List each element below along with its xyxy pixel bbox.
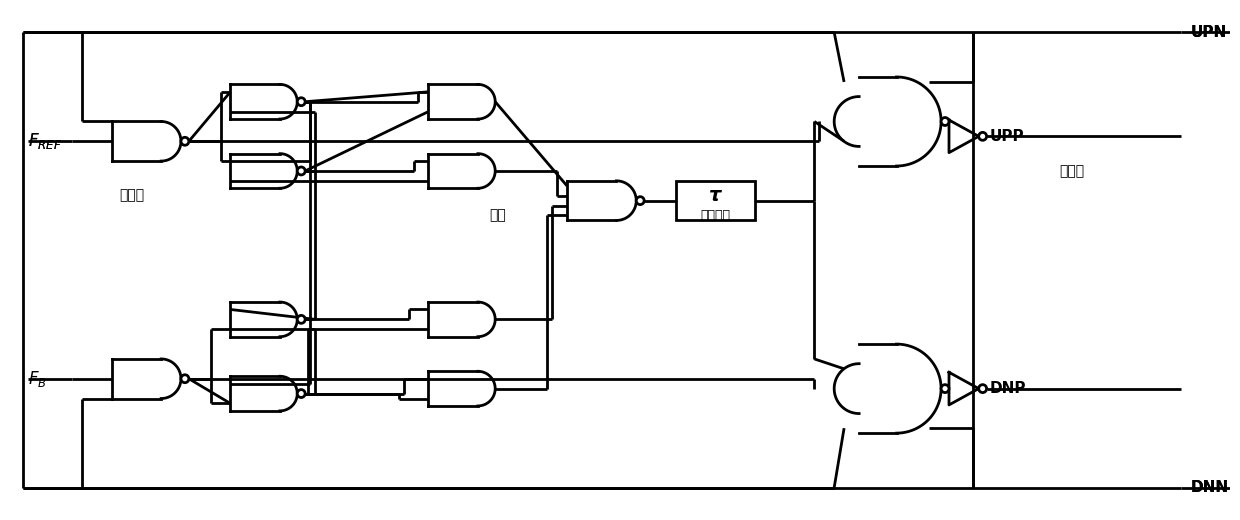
Text: UPN: UPN	[1190, 25, 1226, 40]
Circle shape	[298, 389, 305, 397]
Text: 与门: 与门	[490, 209, 506, 223]
Circle shape	[636, 197, 644, 204]
Text: UPP: UPP	[990, 129, 1024, 144]
Circle shape	[978, 133, 987, 140]
Circle shape	[978, 385, 987, 393]
Text: 延时单元: 延时单元	[701, 209, 730, 222]
Text: τ: τ	[709, 186, 722, 205]
Circle shape	[181, 137, 188, 145]
Text: DNP: DNP	[990, 381, 1025, 396]
Circle shape	[298, 316, 305, 323]
FancyBboxPatch shape	[676, 181, 755, 220]
Text: $F_{REF}$: $F_{REF}$	[27, 131, 61, 151]
Text: UPN: UPN	[1190, 25, 1226, 40]
Text: 反相器: 反相器	[1059, 164, 1084, 178]
Text: 与非门: 与非门	[119, 189, 144, 203]
Text: $F_B$: $F_B$	[27, 369, 46, 389]
Text: DNN: DNN	[1190, 480, 1229, 495]
Text: DNN: DNN	[1190, 480, 1229, 495]
Circle shape	[941, 385, 949, 393]
Circle shape	[181, 375, 188, 383]
Circle shape	[298, 98, 305, 106]
Circle shape	[941, 118, 949, 125]
Circle shape	[298, 167, 305, 175]
Text: $F_{REF}$: $F_{REF}$	[27, 131, 61, 151]
